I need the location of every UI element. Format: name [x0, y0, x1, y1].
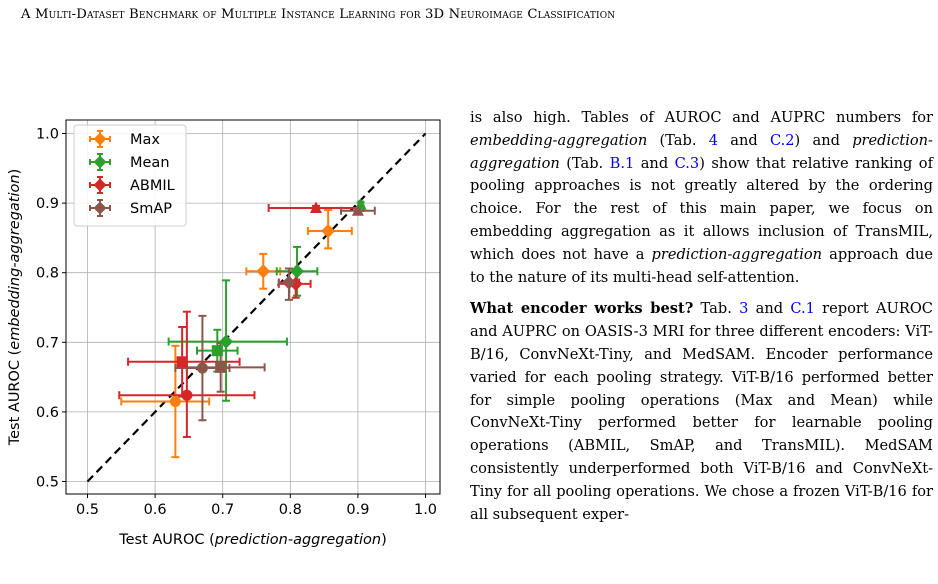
body-text: is also high. Tables of AUROC and AUPRC …	[470, 107, 933, 526]
data-point-smap	[351, 204, 364, 216]
data-point-smap	[281, 275, 296, 290]
y-tick-label: 0.6	[36, 405, 59, 421]
data-point-mean	[211, 345, 223, 357]
legend: Max Mean ABMIL SmAP	[73, 124, 187, 227]
legend-label-smap: SmAP	[130, 201, 172, 217]
y-axis-label: Test AUROC (embedding-aggregation)	[7, 169, 23, 447]
legend-label-max: Max	[130, 132, 160, 148]
data-point-smap	[196, 362, 208, 374]
x-tick-label: 0.8	[279, 502, 302, 518]
data-point-abmil	[181, 389, 193, 401]
table-ref-link[interactable]: C.2	[769, 131, 795, 149]
data-point-mean	[290, 264, 305, 279]
table-ref-link[interactable]: C.1	[790, 300, 815, 318]
y-tick-label: 0.8	[36, 266, 59, 282]
table-ref-link[interactable]: B.1	[609, 154, 635, 172]
data-point-smap	[215, 361, 227, 373]
x-axis-label: Test AUROC (prediction-aggregation)	[118, 532, 387, 548]
legend-marker	[93, 201, 107, 215]
data-point-max	[256, 264, 271, 279]
legend-marker	[93, 155, 107, 169]
data-point-abmil	[176, 356, 188, 368]
axis-ticks: 0.5 0.6 0.7 0.8 0.9 1.0 0.5 0.6 0.7 0.8 0.9 1.0	[36, 127, 437, 519]
table-ref-link[interactable]: 3	[739, 300, 749, 318]
x-tick-label: 1.0	[414, 502, 437, 518]
y-tick-label: 1.0	[36, 127, 59, 143]
y-tick-label: 0.5	[36, 475, 59, 491]
y-tick-label: 0.7	[36, 335, 59, 351]
data-markers	[169, 197, 367, 407]
data-point-abmil	[309, 201, 322, 213]
section-heading: What encoder works best?	[470, 300, 694, 318]
legend-label-mean: Mean	[130, 155, 170, 171]
running-header: A Multi-Dataset Benchmark of Multiple In…	[21, 7, 616, 22]
identity-line	[86, 132, 427, 483]
x-tick-label: 0.5	[76, 502, 99, 518]
paragraph-ordering: is also high. Tables of AUROC and AUPRC …	[470, 109, 933, 286]
data-point-max	[169, 395, 181, 407]
y-tick-label: 0.9	[36, 196, 59, 212]
table-ref-link[interactable]: 4	[708, 131, 719, 149]
error-bars	[118, 200, 376, 459]
x-tick-label: 0.7	[211, 502, 234, 518]
paragraph-encoder: What encoder works best? Tab. 3 and C.1 …	[470, 300, 933, 523]
legend-marker	[93, 178, 107, 192]
x-tick-label: 0.9	[346, 502, 369, 518]
x-tick-label: 0.6	[144, 502, 167, 518]
auroc-scatter-figure: 0.5 0.6 0.7 0.8 0.9 1.0 0.5 0.6 0.7 0.8 0.9 1.0 Max…	[7, 119, 441, 548]
plot-frame	[65, 119, 441, 495]
legend-marker	[93, 132, 107, 146]
legend-label-abmil: ABMIL	[130, 178, 175, 194]
data-point-max	[321, 223, 336, 238]
table-ref-link[interactable]: C.3	[674, 154, 700, 172]
data-point-mean	[219, 334, 234, 349]
